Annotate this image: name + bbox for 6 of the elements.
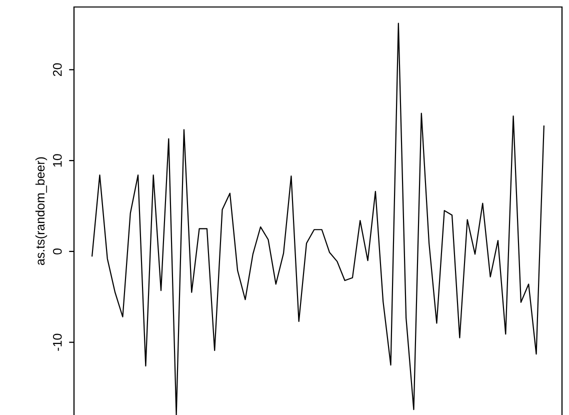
y-tick-label: 0 [52, 248, 62, 254]
y-tick-label: 10 [52, 154, 62, 167]
y-tick-label: 20 [52, 63, 62, 76]
y-axis-title: as.ts(random_beer) [35, 157, 48, 265]
line-series [92, 22, 544, 415]
y-tick-label: -10 [52, 334, 62, 351]
